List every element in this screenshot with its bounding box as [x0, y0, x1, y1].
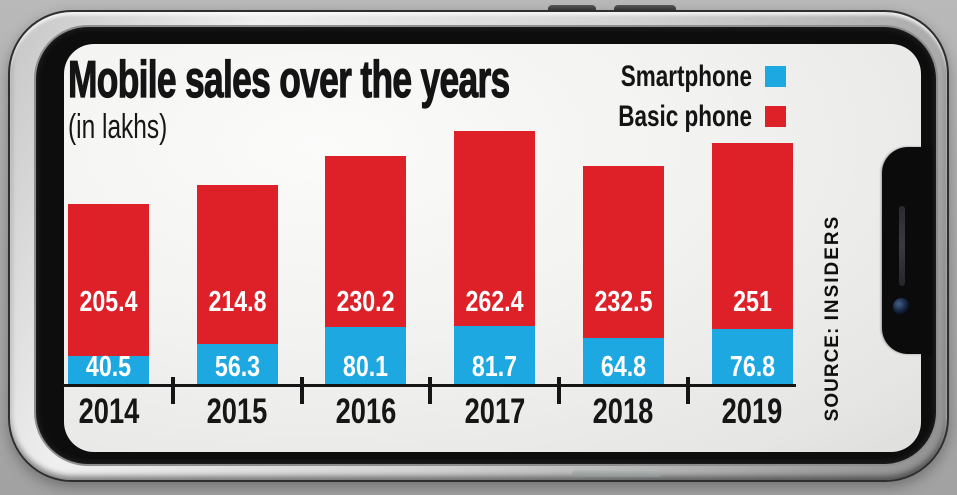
phone-notch	[882, 147, 932, 354]
smartphone-segment-2016	[325, 326, 407, 386]
basic-phone-value-2014: 205.4	[79, 286, 138, 318]
chart-title: Mobile sales over the years	[68, 51, 511, 109]
volume-button-2	[614, 5, 676, 14]
smartphone-segment-2017	[454, 325, 536, 386]
basic-phone-value-2016: 230.2	[336, 286, 395, 318]
notch-camera-icon	[893, 298, 910, 315]
smartphone-value-2014: 40.5	[85, 351, 132, 383]
x-axis-label-2016: 2016	[335, 392, 397, 431]
smartphone-value-2015: 56.3	[214, 351, 260, 383]
basic-phone-segment-2016	[325, 156, 407, 327]
basic-phone-segment-2019	[711, 143, 793, 330]
basic-phone-value-2019: 251	[732, 286, 772, 318]
smartphone-value-2018: 64.8	[600, 351, 646, 383]
x-axis-label-2019: 2019	[721, 392, 783, 431]
chart-subtitle: (in lakhs)	[68, 108, 168, 146]
smartphone-value-2017: 81.7	[472, 351, 518, 383]
x-axis-line	[63, 384, 796, 387]
axis-tick-1	[170, 377, 175, 404]
x-axis-label-2015: 2015	[206, 392, 268, 431]
basic-phone-segment-2017	[454, 131, 536, 326]
power-button	[572, 470, 662, 477]
legend: Smartphone Basic phone	[556, 61, 786, 141]
axis-tick-3	[428, 377, 433, 404]
x-axis-label-2017: 2017	[464, 392, 525, 431]
smartphone-segment-2014	[68, 356, 149, 386]
basic-phone-value-2015: 214.8	[208, 286, 267, 318]
basic-phone-value-2017: 262.4	[465, 286, 524, 318]
basic-phone-segment-2014	[68, 204, 149, 357]
axis-tick-2	[299, 377, 304, 404]
smartphone-segment-2019	[711, 329, 793, 386]
legend-item-basic-phone: Basic phone	[556, 101, 786, 132]
legend-item-smartphone: Smartphone	[556, 61, 786, 92]
source-label: SOURCE:	[822, 326, 843, 422]
basic-phone-value-2018: 232.5	[594, 286, 653, 318]
notch-speaker	[899, 206, 905, 286]
legend-swatch-smartphone	[765, 66, 786, 87]
legend-label-basic-phone: Basic phone	[618, 100, 752, 133]
axis-tick-5	[685, 377, 690, 404]
x-axis-label-2018: 2018	[592, 392, 654, 431]
source-value: INSIDERS	[822, 214, 843, 321]
axis-tick-4	[556, 377, 561, 404]
legend-label-smartphone: Smartphone	[620, 60, 752, 93]
basic-phone-segment-2018	[582, 165, 664, 339]
smartphone-segment-2018	[582, 338, 664, 386]
legend-swatch-basic-phone	[765, 106, 786, 127]
x-axis-label-2014: 2014	[78, 392, 139, 431]
smartphone-value-2019: 76.8	[729, 351, 775, 383]
volume-button-1	[548, 5, 596, 14]
smartphone-segment-2015	[196, 344, 278, 386]
basic-phone-segment-2015	[196, 185, 278, 345]
smartphone-value-2016: 80.1	[343, 351, 389, 383]
source-credit: SOURCE: INSIDERS	[822, 203, 844, 433]
